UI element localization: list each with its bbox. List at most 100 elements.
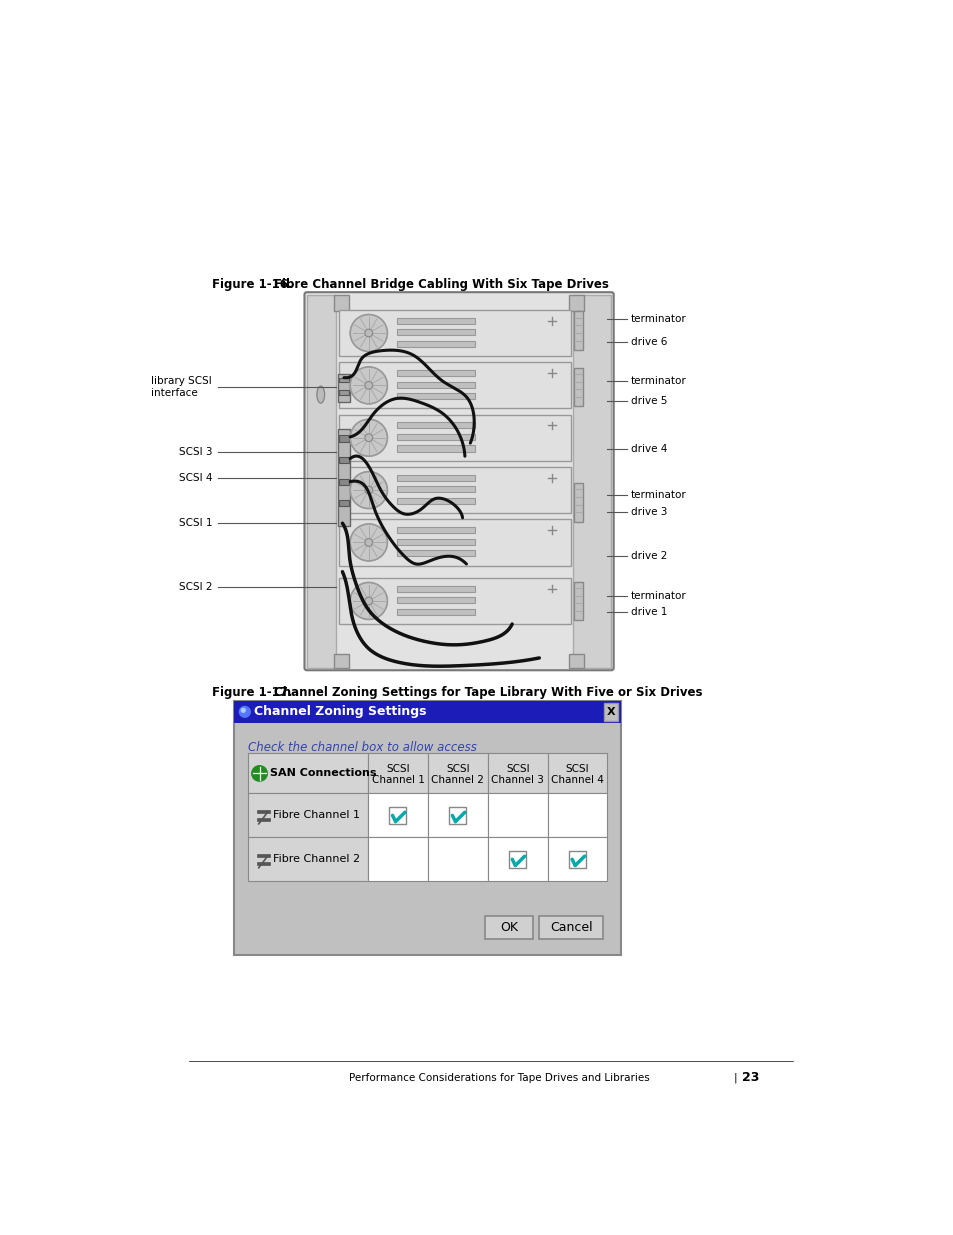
- Text: Channel 3: Channel 3: [491, 774, 543, 784]
- Circle shape: [350, 419, 387, 456]
- Text: SCSI: SCSI: [386, 763, 410, 774]
- Text: drive 2: drive 2: [630, 551, 666, 561]
- Bar: [572, 294, 611, 668]
- Bar: [397, 370, 475, 377]
- Bar: [339, 467, 571, 514]
- Text: terminator: terminator: [630, 314, 686, 324]
- Bar: [397, 550, 475, 556]
- Text: terminator: terminator: [630, 592, 686, 601]
- Text: Channel 4: Channel 4: [551, 774, 603, 784]
- Circle shape: [350, 315, 387, 352]
- Text: SCSI 4: SCSI 4: [178, 473, 212, 483]
- Bar: [397, 585, 475, 592]
- Bar: [397, 341, 475, 347]
- Bar: [248, 753, 368, 793]
- Bar: [449, 806, 466, 824]
- Bar: [257, 853, 270, 857]
- Text: terminator: terminator: [630, 490, 686, 500]
- FancyBboxPatch shape: [334, 294, 349, 311]
- FancyBboxPatch shape: [334, 655, 349, 668]
- Bar: [428, 753, 487, 793]
- Circle shape: [365, 433, 373, 442]
- Text: X: X: [606, 706, 615, 716]
- Bar: [257, 818, 270, 821]
- Circle shape: [350, 367, 387, 404]
- Text: Fibre Channel Bridge Cabling With Six Tape Drives: Fibre Channel Bridge Cabling With Six Ta…: [274, 278, 608, 290]
- Bar: [338, 378, 349, 383]
- Text: library SCSI
interface: library SCSI interface: [152, 377, 212, 398]
- Bar: [368, 793, 428, 837]
- Bar: [338, 436, 349, 442]
- Text: Fibre Channel 2: Fibre Channel 2: [274, 855, 360, 864]
- Bar: [397, 382, 475, 388]
- Bar: [257, 862, 270, 864]
- Text: SAN Connections: SAN Connections: [270, 768, 376, 778]
- Text: Channel Zoning Settings for Tape Library With Five or Six Drives: Channel Zoning Settings for Tape Library…: [274, 685, 702, 699]
- Text: Cancel: Cancel: [549, 921, 592, 934]
- Bar: [547, 837, 607, 882]
- Text: Performance Considerations for Tape Drives and Libraries: Performance Considerations for Tape Driv…: [348, 1072, 649, 1083]
- Bar: [339, 415, 571, 461]
- Text: |: |: [733, 1072, 737, 1083]
- FancyBboxPatch shape: [568, 294, 583, 311]
- Bar: [487, 793, 547, 837]
- FancyBboxPatch shape: [304, 293, 613, 671]
- Circle shape: [350, 583, 387, 620]
- Text: Channel 2: Channel 2: [431, 774, 484, 784]
- Bar: [509, 851, 526, 868]
- Circle shape: [365, 330, 373, 337]
- Bar: [397, 609, 475, 615]
- Bar: [574, 582, 583, 620]
- Bar: [574, 368, 583, 406]
- Text: Figure 1-17.: Figure 1-17.: [212, 685, 293, 699]
- Bar: [574, 311, 583, 350]
- Circle shape: [350, 472, 387, 509]
- Circle shape: [365, 538, 373, 546]
- Text: SCSI 1: SCSI 1: [178, 519, 212, 529]
- Bar: [487, 837, 547, 882]
- Bar: [397, 597, 475, 603]
- Circle shape: [241, 709, 245, 713]
- Bar: [547, 793, 607, 837]
- Text: Channel Zoning Settings: Channel Zoning Settings: [253, 705, 426, 719]
- Text: terminator: terminator: [630, 375, 686, 385]
- Text: OK: OK: [499, 921, 517, 934]
- Circle shape: [350, 524, 387, 561]
- Bar: [397, 538, 475, 545]
- Text: 23: 23: [741, 1071, 759, 1084]
- Bar: [397, 446, 475, 452]
- Bar: [397, 393, 475, 399]
- FancyBboxPatch shape: [484, 916, 533, 939]
- Bar: [248, 837, 368, 882]
- Bar: [257, 810, 270, 813]
- Bar: [397, 474, 475, 480]
- Bar: [338, 500, 349, 506]
- Bar: [604, 703, 618, 721]
- Bar: [338, 457, 349, 463]
- FancyBboxPatch shape: [538, 916, 602, 939]
- Text: drive 1: drive 1: [630, 606, 666, 616]
- Bar: [397, 433, 475, 440]
- Bar: [368, 837, 428, 882]
- Bar: [397, 330, 475, 336]
- Bar: [338, 478, 349, 484]
- Bar: [428, 793, 487, 837]
- Bar: [233, 701, 620, 722]
- Bar: [397, 487, 475, 493]
- Bar: [339, 520, 571, 566]
- Text: Fibre Channel 1: Fibre Channel 1: [274, 810, 360, 820]
- Bar: [338, 390, 349, 395]
- Bar: [233, 701, 620, 955]
- Text: drive 5: drive 5: [630, 395, 666, 406]
- Text: Channel 1: Channel 1: [371, 774, 424, 784]
- Bar: [339, 310, 571, 356]
- Bar: [389, 806, 406, 824]
- Text: SCSI: SCSI: [446, 763, 469, 774]
- Bar: [397, 317, 475, 324]
- Circle shape: [365, 597, 373, 605]
- Text: drive 6: drive 6: [630, 337, 666, 347]
- Bar: [428, 837, 487, 882]
- Bar: [397, 422, 475, 429]
- Text: SCSI: SCSI: [505, 763, 529, 774]
- Bar: [568, 851, 585, 868]
